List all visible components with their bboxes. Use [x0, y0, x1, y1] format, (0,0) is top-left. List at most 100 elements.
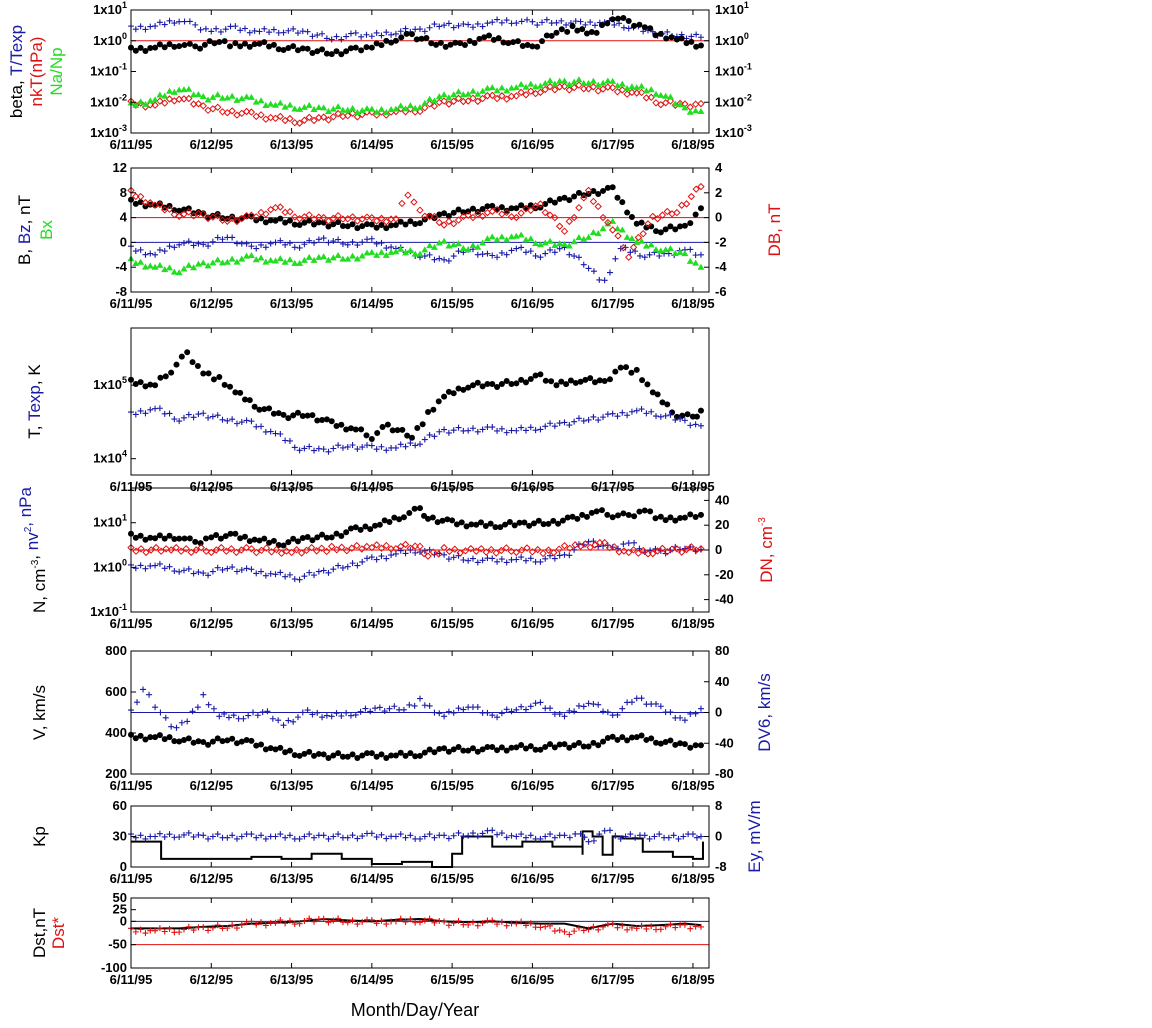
data-point-velocity-1 — [527, 703, 534, 710]
data-point-density-1 — [205, 572, 212, 579]
data-point-density-0 — [186, 535, 193, 542]
data-point-magnetic-field-3 — [608, 226, 617, 234]
data-point-temperature-0 — [596, 377, 603, 384]
data-point-velocity-1 — [677, 714, 684, 721]
data-point-ratios-3 — [570, 78, 578, 85]
data-point-kp-ey-1 — [286, 832, 293, 839]
data-point-ratios-0 — [256, 28, 263, 35]
data-point-density-2 — [252, 548, 261, 557]
data-point-ratios-1 — [663, 35, 670, 42]
data-point-density-2 — [600, 538, 609, 547]
x-axis-title: Month/Day/Year — [350, 1000, 480, 1020]
data-point-velocity-1 — [290, 718, 297, 725]
data-point-ratios-1 — [343, 48, 350, 55]
data-point-ratios-2 — [628, 88, 636, 97]
data-point-ratios-2 — [512, 92, 521, 100]
data-point-magnetic-field-1 — [455, 248, 462, 255]
data-point-magnetic-field-2 — [426, 242, 434, 249]
data-point-magnetic-field-0 — [296, 221, 303, 228]
data-point-velocity-0 — [171, 738, 178, 745]
data-point-magnetic-field-2 — [180, 265, 188, 272]
data-point-dst-1 — [248, 918, 255, 925]
data-point-ratios-3 — [238, 95, 246, 102]
data-point-magnetic-field-2 — [416, 250, 424, 257]
data-point-ratios-0 — [460, 21, 467, 28]
data-point-ratios-3 — [402, 105, 410, 112]
data-point-ratios-0 — [445, 20, 452, 27]
data-point-kp-ey-1 — [479, 830, 486, 837]
data-point-magnetic-field-1 — [291, 244, 298, 251]
data-point-density-2 — [137, 545, 145, 553]
data-point-temperature-0 — [445, 388, 452, 395]
data-point-temperature-0 — [567, 377, 574, 384]
data-point-ratios-2 — [199, 102, 207, 110]
data-point-magnetic-field-3 — [560, 227, 569, 235]
data-point-magnetic-field-2 — [305, 253, 313, 260]
data-point-density-0 — [453, 521, 460, 528]
y-tick-label-right-ratios: 1x10-1 — [715, 62, 752, 79]
data-point-velocity-0 — [325, 754, 332, 761]
data-point-ratios-3 — [300, 103, 308, 110]
data-point-dst-1 — [214, 922, 221, 929]
data-point-density-1 — [503, 559, 510, 566]
data-point-temperature-1 — [397, 441, 404, 448]
data-point-magnetic-field-1 — [542, 250, 549, 257]
data-point-magnetic-field-0 — [364, 221, 371, 228]
data-point-kp-ey-1 — [156, 830, 163, 837]
data-point-density-0 — [492, 524, 499, 531]
data-point-magnetic-field-0 — [614, 194, 621, 201]
data-point-temperature-1 — [677, 415, 684, 422]
data-point-magnetic-field-2 — [281, 258, 289, 265]
y-tick-label-left-kp-ey: 0 — [120, 859, 127, 874]
y-tick-label-left-ratios: 1x10-3 — [90, 123, 127, 140]
data-point-ratios-3 — [296, 105, 304, 112]
data-point-ratios-3 — [272, 101, 279, 108]
data-point-velocity-0 — [653, 739, 660, 746]
data-point-ratios-2 — [488, 91, 496, 100]
data-point-velocity-1 — [140, 686, 147, 693]
series-line-kp-ey-0 — [131, 830, 704, 868]
x-tick-label-density: 6/18/95 — [671, 616, 714, 631]
data-point-kp-ey-1 — [627, 831, 634, 838]
data-point-magnetic-field-3 — [295, 215, 304, 223]
data-point-velocity-0 — [286, 747, 293, 754]
data-point-ratios-0 — [611, 21, 618, 28]
data-point-velocity-0 — [291, 752, 298, 759]
data-point-ratios-3 — [493, 87, 501, 94]
data-point-magnetic-field-2 — [406, 247, 414, 253]
data-point-magnetic-field-2 — [474, 243, 482, 250]
x-tick-label-kp-ey: 6/13/95 — [270, 871, 313, 886]
data-point-ratios-2 — [445, 100, 453, 108]
data-point-ratios-3 — [652, 90, 660, 97]
x-tick-label-temperature: 6/16/95 — [511, 479, 554, 494]
data-point-dst-1 — [190, 927, 197, 934]
data-point-kp-ey-1 — [651, 833, 658, 840]
data-point-temperature-0 — [178, 353, 185, 360]
data-point-density-2 — [152, 543, 160, 552]
data-point-magnetic-field-1 — [306, 237, 313, 244]
data-point-dst-1 — [556, 927, 563, 934]
data-point-ratios-1 — [500, 39, 507, 46]
data-point-velocity-0 — [600, 738, 607, 745]
data-point-magnetic-field-0 — [527, 202, 534, 209]
data-point-ratios-1 — [569, 23, 576, 30]
data-point-temperature-0 — [592, 379, 599, 386]
data-point-ratios-2 — [146, 101, 154, 109]
data-point-ratios-3 — [546, 77, 554, 84]
data-point-velocity-0 — [214, 735, 221, 742]
data-point-magnetic-field-0 — [518, 202, 525, 209]
data-point-velocity-0 — [609, 733, 616, 740]
data-point-ratios-1 — [418, 35, 425, 42]
data-point-dst-1 — [373, 920, 380, 927]
data-point-magnetic-field-2 — [435, 239, 443, 246]
data-point-temperature-0 — [582, 376, 589, 383]
data-point-ratios-1 — [216, 38, 223, 45]
data-point-ratios-1 — [186, 40, 193, 47]
data-point-kp-ey-1 — [455, 829, 462, 836]
data-point-density-1 — [224, 565, 231, 572]
data-point-magnetic-field-2 — [219, 259, 227, 266]
data-point-density-1 — [180, 567, 187, 574]
data-point-temperature-0 — [374, 429, 381, 436]
data-point-ratios-3 — [430, 97, 438, 104]
data-point-magnetic-field-1 — [606, 269, 613, 276]
